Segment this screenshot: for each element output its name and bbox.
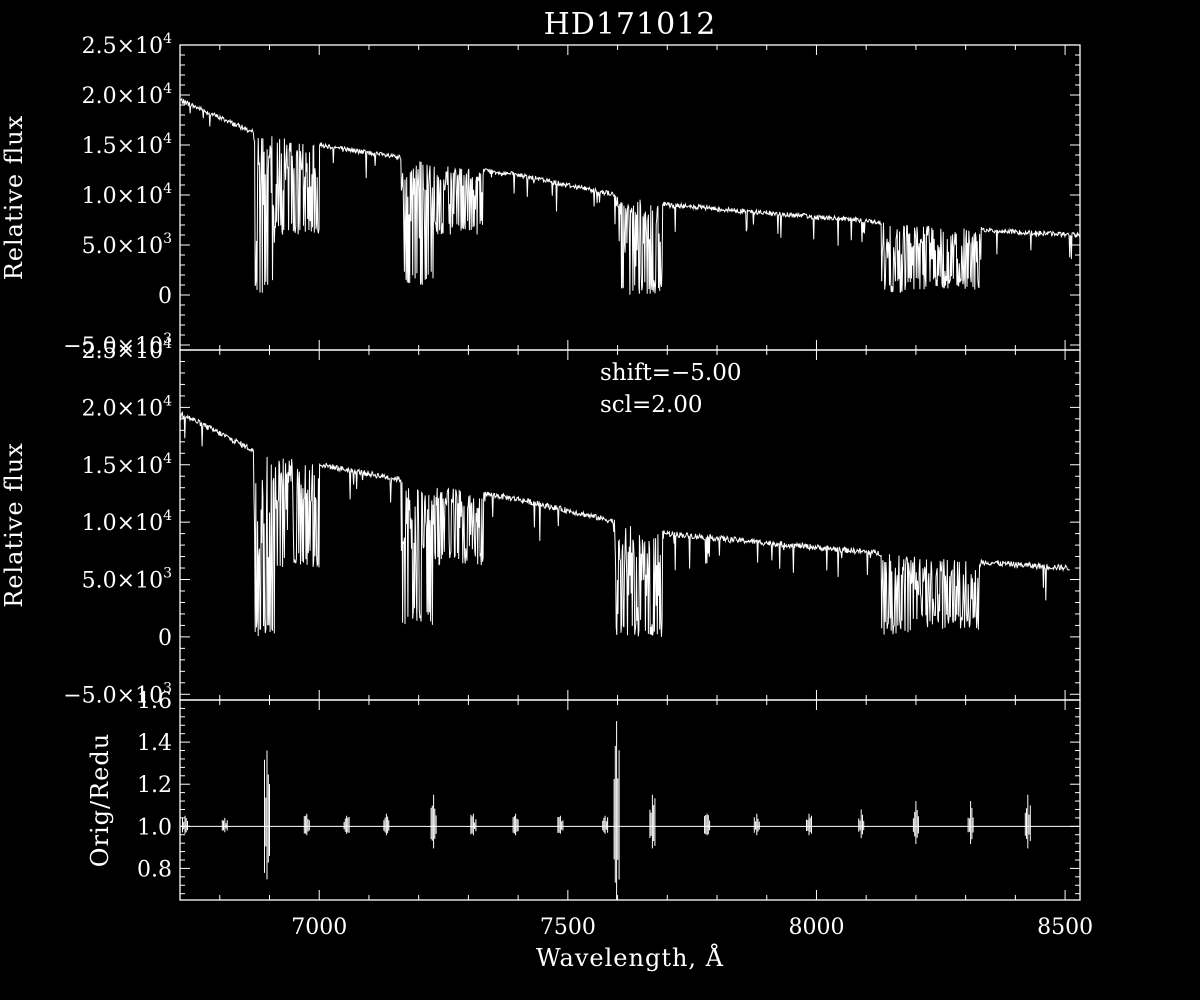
y-tick-label: 5.0×103 [82, 231, 172, 259]
y-axis-label: Relative flux [0, 115, 28, 281]
chart-title: HD171012 [544, 7, 717, 42]
y-tick-label: 1.5×104 [82, 131, 172, 159]
ratio-series [180, 721, 1080, 900]
y-tick-label: 1.0 [137, 815, 172, 840]
x-tick-label: 7000 [291, 915, 347, 940]
x-tick-label: 7500 [540, 915, 596, 940]
y-tick-label: 1.4 [137, 731, 172, 756]
y-tick-label: 2.5×104 [82, 31, 172, 59]
y-axis-label: Orig/Redu [86, 733, 114, 867]
y-tick-label: 2.0×104 [82, 81, 172, 109]
y-tick-label: 0 [158, 284, 172, 309]
x-tick-label: 8000 [788, 915, 844, 940]
y-tick-label: −5.0×103 [63, 680, 172, 708]
plot-panels: −5.0×103 0 5.0×103 1.0×104 1.5×104 2.0×104 2.5… [0, 31, 1093, 940]
flux-series [180, 411, 1070, 637]
y-axis-label: Relative flux [0, 442, 28, 608]
y-tick-label: −5.0×103 [63, 331, 172, 359]
y-tick-label: 1.0×104 [82, 181, 172, 209]
x-axis-label: Wavelength, Å [536, 943, 724, 972]
y-tick-label: 1.5×104 [82, 451, 172, 479]
flux-series [180, 97, 1080, 295]
y-tick-label: 1.2 [137, 773, 172, 798]
panel-annotation: shift=−5.00 [600, 360, 741, 386]
panel-3: 0.8 1.0 1.2 1.4 1.6 Orig/Redu 7000 7500 8000 8500 [86, 689, 1093, 940]
panel-frame [179, 699, 1081, 901]
y-tick-label: 5.0×103 [82, 566, 172, 594]
x-tick-label: 8500 [1037, 915, 1093, 940]
y-tick-label: 1.6 [137, 689, 172, 714]
y-tick-label: 2.0×104 [82, 393, 172, 421]
panel-1: −5.0×103 0 5.0×103 1.0×104 1.5×104 2.0×104 2.5… [0, 31, 1081, 359]
y-tick-label: 2.5×104 [82, 336, 172, 364]
y-tick-label: 0 [158, 626, 172, 651]
y-tick-label: 0.8 [137, 857, 172, 882]
panel-annotation: scl=2.00 [600, 392, 703, 418]
y-tick-label: 1.0×104 [82, 508, 172, 536]
